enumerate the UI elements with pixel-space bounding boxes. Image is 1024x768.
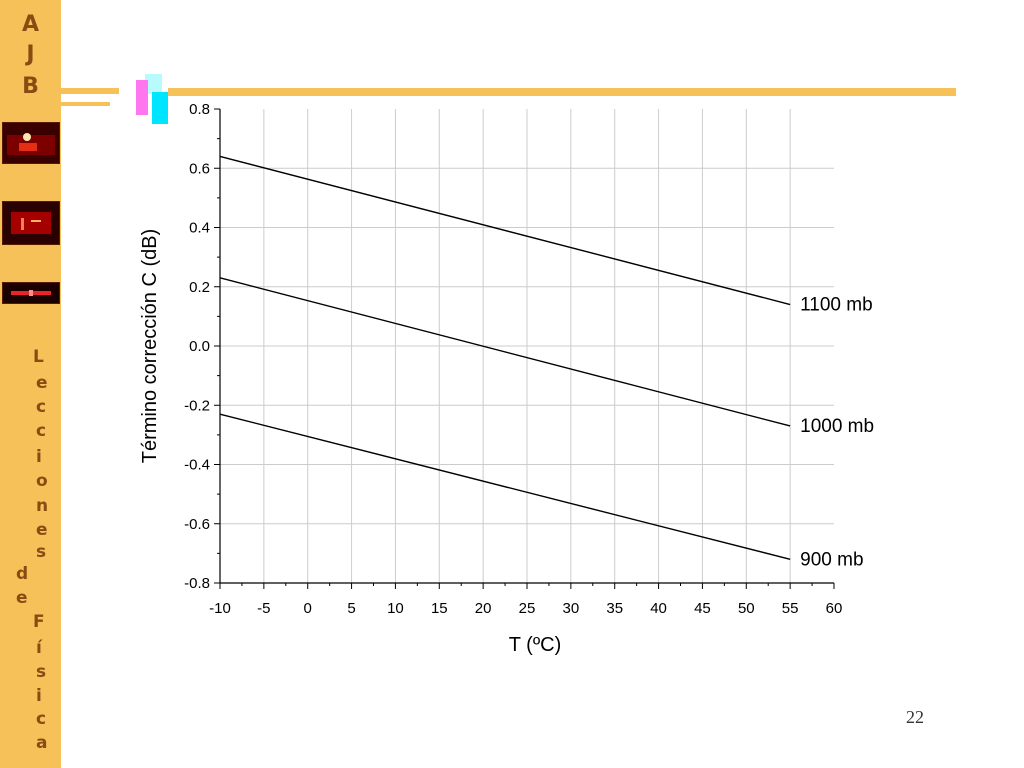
vertical-title-char: i <box>36 686 42 706</box>
series-label: 900 mb <box>800 549 863 570</box>
x-tick-label: 0 <box>304 600 312 617</box>
x-tick-label: 40 <box>650 600 667 617</box>
x-tick-label: 25 <box>519 600 536 617</box>
accent-square-magenta <box>136 80 148 115</box>
x-tick-label: -10 <box>209 600 231 617</box>
vertical-title-char: L <box>33 347 44 367</box>
y-tick-label: 0.4 <box>189 220 210 237</box>
vertical-title-char: i <box>36 447 42 467</box>
y-tick-label: 0.2 <box>189 279 210 296</box>
x-tick-label: 50 <box>738 600 755 617</box>
thumbnail-image-2 <box>2 201 60 245</box>
thumbnail-image-1 <box>2 122 60 164</box>
accent-square-cyan <box>152 92 168 124</box>
header-bar-right <box>168 88 956 96</box>
vertical-title-char: c <box>36 397 47 417</box>
vertical-title-char: s <box>36 542 47 562</box>
x-tick-label: 55 <box>782 600 799 617</box>
vertical-title-char: e <box>36 373 48 393</box>
vertical-title-char: F <box>33 612 45 632</box>
logo-letter-j: J <box>26 42 35 67</box>
vertical-title-char: a <box>36 733 48 753</box>
vertical-title-char: c <box>36 421 47 441</box>
x-tick-label: 15 <box>431 600 448 617</box>
x-tick-label: 45 <box>694 600 711 617</box>
header-bar-left <box>61 88 119 94</box>
vertical-title-char: c <box>36 709 47 729</box>
x-tick-label: 5 <box>347 600 355 617</box>
vertical-title-char: í <box>36 638 42 658</box>
x-axis-label: T (ºC) <box>509 634 561 656</box>
x-tick-label: 60 <box>826 600 843 617</box>
y-tick-label: 0.6 <box>189 160 210 177</box>
x-tick-label: 20 <box>475 600 492 617</box>
y-tick-label: -0.8 <box>184 575 210 592</box>
x-tick-label: 35 <box>606 600 623 617</box>
header-bar-left-lower <box>61 102 110 106</box>
series-line <box>219 277 791 427</box>
accent-square-light-cyan <box>145 74 162 94</box>
y-tick-label: -0.4 <box>184 457 210 474</box>
series-label: 1100 mb <box>800 295 873 316</box>
vertical-title-char: e <box>36 520 48 540</box>
y-tick-label: -0.6 <box>184 516 210 533</box>
vertical-title-char: s <box>36 662 47 682</box>
vertical-title-char: e <box>16 588 28 608</box>
series-label: 1000 mb <box>800 416 874 437</box>
series-line <box>219 413 791 560</box>
x-tick-label: -5 <box>257 600 270 617</box>
thumbnail-image-3 <box>2 282 60 304</box>
vertical-title-char: n <box>36 496 49 516</box>
x-tick-label: 30 <box>563 600 580 617</box>
logo-letter-a: A <box>21 12 40 37</box>
x-tick-label: 10 <box>387 600 404 617</box>
vertical-title-char: d <box>16 564 29 584</box>
page-number: 22 <box>906 707 924 727</box>
logo-letter-b: B <box>22 74 39 99</box>
y-tick-label: 0.8 <box>189 101 210 118</box>
y-tick-label: -0.2 <box>184 397 210 414</box>
y-axis-label: Término corrección C (dB) <box>139 229 161 464</box>
vertical-title-char: o <box>36 471 48 491</box>
y-tick-label: 0.0 <box>189 338 210 355</box>
series-line <box>219 155 791 306</box>
